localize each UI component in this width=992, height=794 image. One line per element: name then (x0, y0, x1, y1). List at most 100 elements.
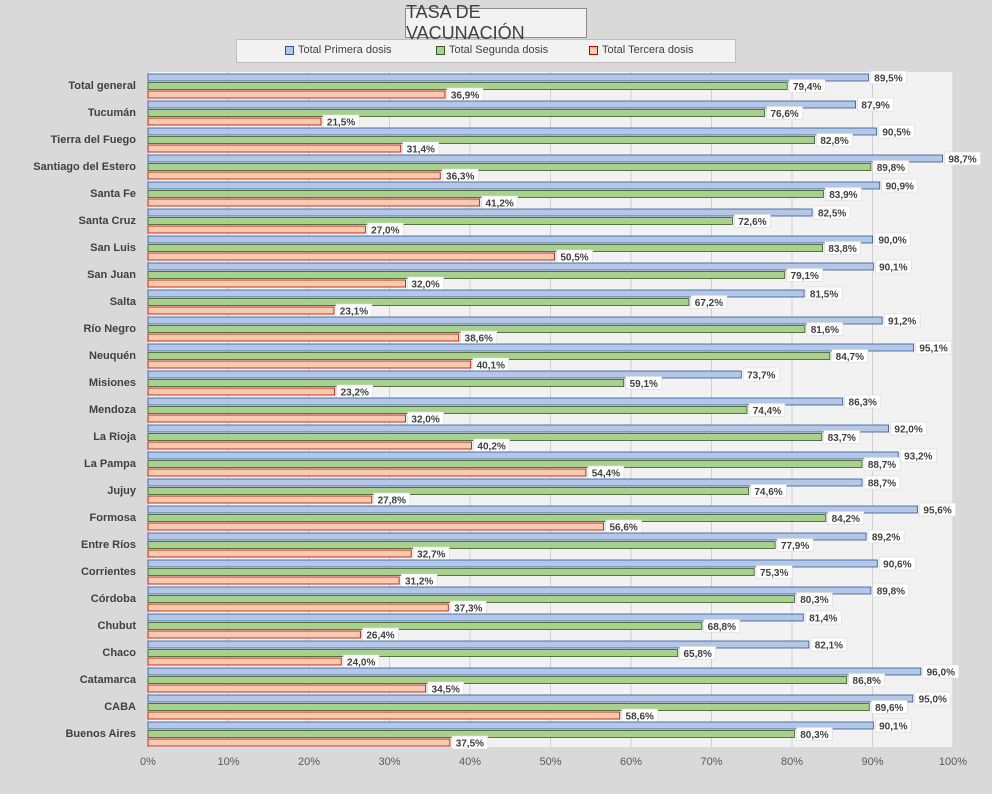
x-tick-label: 70% (700, 756, 722, 768)
category-label: La Rioja (93, 431, 137, 443)
data-label: 95,1% (919, 344, 947, 355)
x-tick-label: 20% (298, 756, 320, 768)
x-tick-label: 30% (378, 756, 400, 768)
bar (147, 252, 555, 261)
bar (147, 613, 804, 622)
bar (147, 640, 810, 649)
category-label: Santa Fe (90, 188, 136, 200)
bars: 89,5% 79,4% 36,9% 87,9% 76,6% 21,5% 90,5% 82,8%… (147, 70, 981, 750)
data-label-box (690, 295, 728, 309)
category-label: Chaco (102, 647, 136, 659)
data-label: 90,0% (878, 236, 906, 247)
x-tick-label: 40% (459, 756, 481, 768)
bar (147, 576, 400, 585)
data-label: 84,7% (836, 352, 864, 363)
bar (147, 441, 473, 450)
category-label: Neuquén (89, 350, 136, 362)
data-label: 80,3% (800, 595, 828, 606)
category-label: Río Negro (83, 323, 136, 335)
bar (147, 100, 856, 109)
bar (147, 225, 366, 234)
bar (147, 721, 874, 730)
bar (147, 117, 322, 126)
data-label: 34,5% (432, 685, 460, 696)
category-label: Buenos Aires (65, 728, 136, 740)
data-label: 91,2% (888, 317, 916, 328)
data-label-box (883, 313, 921, 328)
data-label-box (451, 735, 489, 750)
data-label-box (857, 97, 894, 112)
data-label-box (813, 205, 851, 220)
bar (147, 460, 863, 468)
data-label: 76,6% (770, 109, 798, 120)
data-label-box (703, 619, 741, 633)
data-label-box (875, 718, 912, 733)
bar (147, 414, 407, 423)
data-label-box (848, 673, 886, 687)
data-label: 90,6% (883, 560, 911, 571)
data-label-box (786, 268, 824, 282)
data-label-box (805, 286, 843, 301)
data-label-box (899, 448, 937, 463)
data-label: 81,6% (811, 325, 839, 336)
bar (147, 738, 451, 747)
bar (147, 406, 748, 414)
data-label: 37,3% (454, 604, 482, 615)
data-label-box (890, 421, 927, 436)
data-label-box (914, 691, 952, 706)
bar (147, 343, 914, 352)
bar (147, 559, 878, 568)
data-label: 21,5% (327, 118, 355, 129)
data-label: 38,6% (465, 334, 493, 345)
data-label: 83,7% (828, 433, 856, 444)
data-label: 89,2% (872, 533, 900, 544)
data-label: 82,5% (818, 209, 846, 220)
bar (147, 478, 863, 487)
bar (147, 451, 899, 460)
data-label: 74,6% (754, 487, 782, 498)
category-label: Salta (110, 296, 137, 308)
legend-swatch-tercera (589, 45, 598, 55)
x-tick-label: 0% (140, 756, 156, 768)
data-label-box (922, 664, 960, 679)
data-label: 80,3% (800, 730, 828, 741)
data-label: 36,9% (451, 91, 479, 102)
bar (147, 154, 943, 163)
bar (147, 694, 914, 703)
bar (147, 703, 870, 711)
data-label: 95,6% (923, 506, 951, 517)
category-label: Misiones (89, 377, 136, 389)
category-label: CABA (104, 701, 136, 713)
data-label: 50,5% (560, 253, 588, 264)
bar (147, 298, 690, 306)
data-label: 89,8% (877, 163, 905, 174)
data-label: 86,3% (849, 398, 877, 409)
data-label-box (872, 160, 910, 174)
data-label: 32,7% (417, 550, 445, 561)
data-label: 58,6% (626, 712, 654, 723)
data-label-box (915, 340, 952, 355)
legend-label-segunda: Total Segunda dosis (449, 44, 549, 56)
legend-item-primera: Total Primera dosis (285, 44, 392, 56)
data-label-box (766, 106, 803, 120)
data-label-box (879, 556, 916, 571)
data-label-box (870, 70, 907, 85)
bar (147, 495, 373, 504)
data-label: 82,8% (820, 136, 848, 147)
category-label: Chubut (98, 620, 137, 632)
category-label: Córdoba (91, 593, 137, 605)
bar (147, 532, 867, 541)
data-label-box (825, 187, 862, 201)
legend-label-primera: Total Primera dosis (298, 44, 392, 56)
category-label: Total general (68, 80, 136, 92)
bar (147, 514, 827, 522)
data-label-box (919, 502, 956, 517)
data-label-box (823, 430, 861, 444)
category-label: Tierra del Fuego (51, 134, 137, 146)
category-label: Jujuy (107, 485, 137, 497)
data-label: 88,7% (868, 479, 896, 490)
data-label-box (875, 259, 912, 274)
bar (147, 171, 441, 180)
